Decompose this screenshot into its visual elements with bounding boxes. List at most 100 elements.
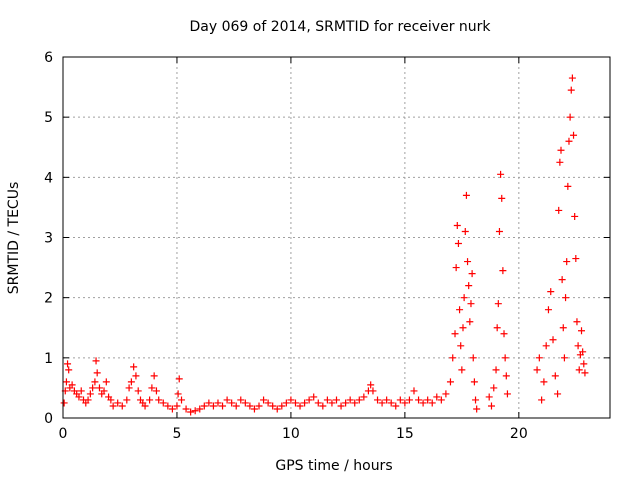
data-point xyxy=(346,396,354,404)
data-point xyxy=(146,396,154,404)
data-point xyxy=(401,399,409,407)
data-point xyxy=(269,402,277,410)
data-point xyxy=(68,381,76,389)
y-axis-label: SRMTID / TECUs xyxy=(6,182,22,295)
data-point xyxy=(446,378,454,386)
data-point xyxy=(130,363,138,371)
data-point xyxy=(134,387,142,395)
data-point xyxy=(574,342,582,350)
ticks: 0 5 10 15 20 0 1 2 3 4 5 6 xyxy=(44,50,610,442)
data-point xyxy=(485,393,493,401)
data-point xyxy=(255,402,263,410)
data-point xyxy=(572,255,580,263)
data-point xyxy=(490,384,498,392)
x-axis-label: GPS time / hours xyxy=(275,458,392,474)
data-point xyxy=(456,306,464,314)
data-point xyxy=(568,74,576,82)
data-point xyxy=(460,294,468,302)
data-point xyxy=(472,396,480,404)
data-point xyxy=(355,396,363,404)
data-point xyxy=(461,227,469,235)
data-point xyxy=(219,402,227,410)
data-point xyxy=(91,378,99,386)
data-point xyxy=(191,407,199,415)
data-point xyxy=(575,366,583,374)
data-point xyxy=(367,381,375,389)
data-point xyxy=(464,258,472,266)
data-point xyxy=(250,405,258,413)
data-point xyxy=(223,396,231,404)
data-point xyxy=(557,146,565,154)
data-point xyxy=(533,366,541,374)
data-point xyxy=(405,396,413,404)
data-point xyxy=(392,402,400,410)
data-point xyxy=(123,396,131,404)
data-point xyxy=(65,366,73,374)
data-point xyxy=(498,194,506,202)
data-point xyxy=(457,342,465,350)
data-point xyxy=(369,387,377,395)
data-point xyxy=(168,405,176,413)
grid xyxy=(63,57,610,418)
data-point xyxy=(132,372,140,380)
data-point xyxy=(260,396,268,404)
data-point xyxy=(86,390,94,398)
data-point xyxy=(556,158,564,166)
data-point xyxy=(462,191,470,199)
data-point xyxy=(84,396,92,404)
data-point xyxy=(468,270,476,278)
data-point xyxy=(503,390,511,398)
data-point xyxy=(232,402,240,410)
data-point xyxy=(228,399,236,407)
data-point xyxy=(282,399,290,407)
data-point xyxy=(305,396,313,404)
data-point xyxy=(581,369,589,377)
data-point xyxy=(383,396,391,404)
data-point xyxy=(75,393,83,401)
data-point xyxy=(60,399,68,407)
data-point xyxy=(465,282,473,290)
y-tick-label: 3 xyxy=(44,231,53,247)
data-point xyxy=(125,384,133,392)
data-point xyxy=(499,267,507,275)
data-point xyxy=(452,264,460,272)
data-point xyxy=(62,378,70,386)
data-point xyxy=(554,390,562,398)
x-tick-label: 5 xyxy=(172,426,181,442)
data-point xyxy=(566,113,574,121)
data-point xyxy=(351,399,359,407)
data-point xyxy=(433,393,441,401)
data-point xyxy=(264,399,272,407)
x-tick-label: 10 xyxy=(282,426,300,442)
data-point xyxy=(323,396,331,404)
data-point xyxy=(487,402,495,410)
x-tick-label: 20 xyxy=(510,426,528,442)
data-point xyxy=(535,354,543,362)
data-point xyxy=(497,170,505,178)
data-point xyxy=(314,399,322,407)
data-point xyxy=(214,399,222,407)
data-point xyxy=(178,396,186,404)
data-point xyxy=(107,396,115,404)
data-point xyxy=(563,258,571,266)
data-point xyxy=(241,399,249,407)
data-point xyxy=(174,390,182,398)
data-point xyxy=(437,396,445,404)
data-point xyxy=(442,390,450,398)
data-point xyxy=(148,384,156,392)
data-point xyxy=(64,360,72,368)
data-point xyxy=(287,396,295,404)
data-points xyxy=(60,74,589,416)
data-point xyxy=(114,399,122,407)
data-point xyxy=(542,342,550,350)
data-point xyxy=(540,378,548,386)
data-point xyxy=(562,294,570,302)
data-point xyxy=(492,366,500,374)
data-point xyxy=(182,405,190,413)
data-point xyxy=(544,306,552,314)
data-point xyxy=(152,387,160,395)
data-point xyxy=(419,399,427,407)
data-point xyxy=(567,86,575,94)
data-point xyxy=(200,402,208,410)
data-point xyxy=(564,182,572,190)
